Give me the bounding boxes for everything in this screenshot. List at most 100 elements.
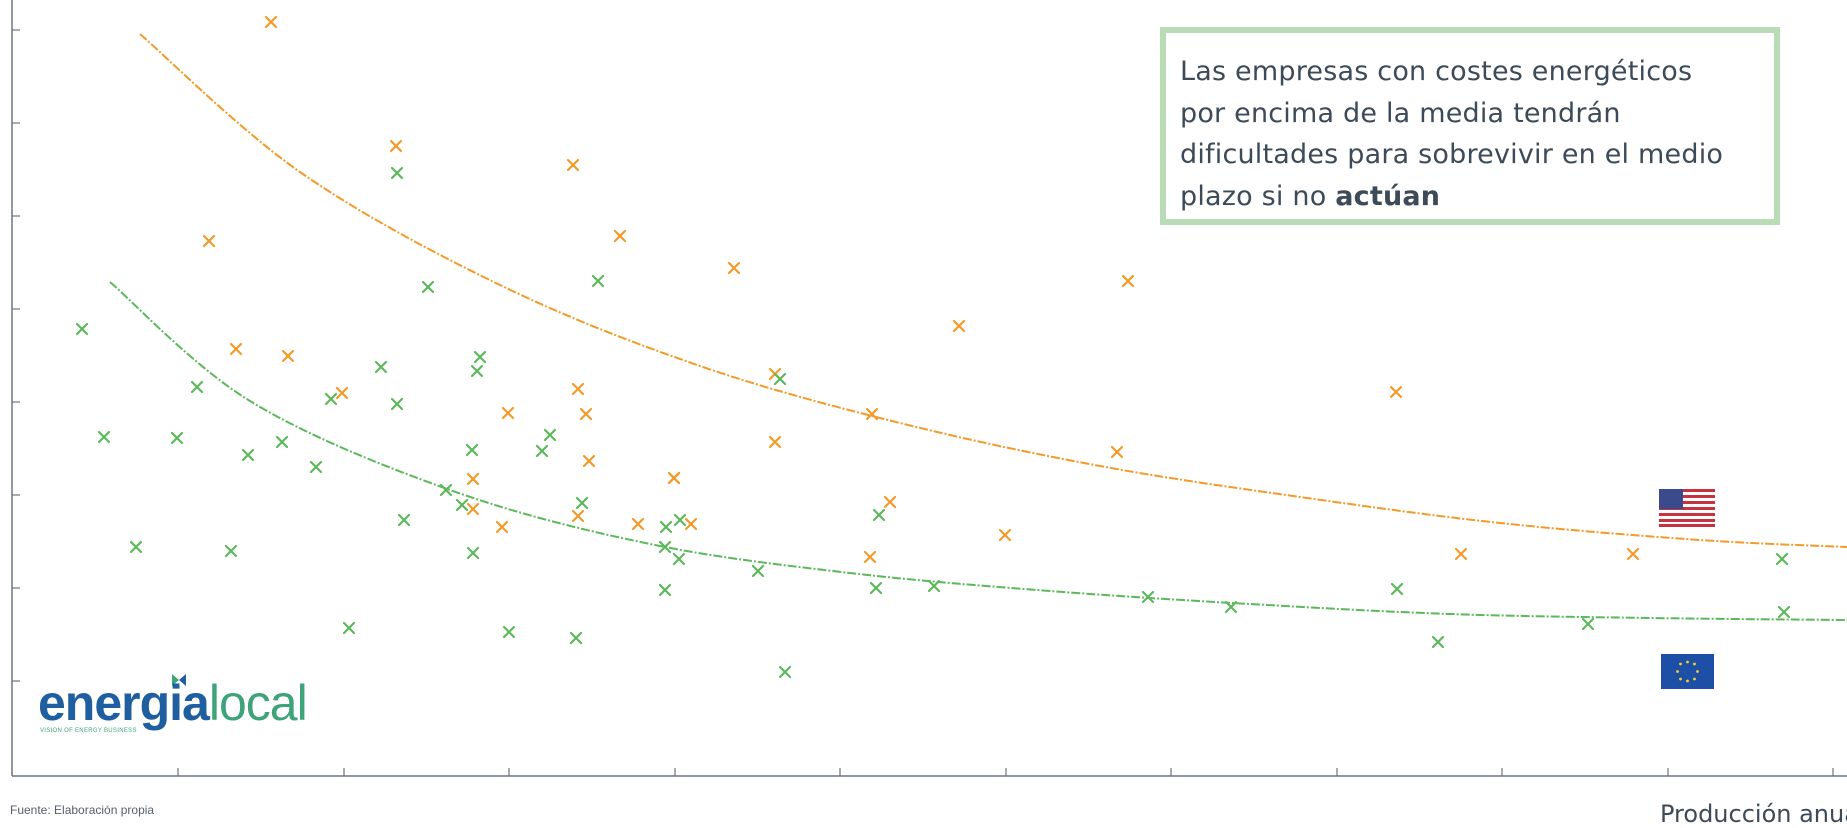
point-series-2 — [224, 544, 238, 558]
callout-box: Las empresas con costes energéticos por … — [1160, 27, 1780, 225]
logo-wordmark: energialocal — [38, 675, 308, 731]
point-series-2 — [397, 513, 411, 527]
point-series-1 — [631, 517, 645, 531]
point-series-2 — [1775, 552, 1789, 566]
point-series-2 — [439, 483, 453, 497]
point-series-2 — [659, 520, 673, 534]
point-series-2 — [342, 621, 356, 635]
trend-line-1 — [139, 33, 1847, 548]
point-series-2 — [421, 280, 435, 294]
point-series-2 — [1777, 605, 1791, 619]
point-series-2 — [591, 274, 605, 288]
point-series-2 — [390, 166, 404, 180]
eu-flag-icon — [1661, 654, 1714, 689]
point-series-2 — [324, 392, 338, 406]
point-series-2 — [190, 380, 204, 394]
point-series-1 — [1121, 274, 1135, 288]
point-series-2 — [658, 583, 672, 597]
trend-line-2 — [109, 281, 1847, 621]
point-series-2 — [872, 508, 886, 522]
logo-part-2: local — [208, 675, 308, 731]
point-series-1 — [571, 509, 585, 523]
point-series-2 — [751, 564, 765, 578]
point-series-1 — [865, 407, 879, 421]
callout-line-3: dificultades para sobrevivir en el medio — [1180, 139, 1724, 170]
point-series-2 — [75, 322, 89, 336]
point-series-1 — [727, 261, 741, 275]
point-series-2 — [672, 552, 686, 566]
x-axis-label: Producción anua — [1660, 800, 1847, 828]
point-series-1 — [883, 495, 897, 509]
point-series-2 — [502, 625, 516, 639]
callout-line-1: Las empresas con costes energéticos — [1180, 56, 1693, 87]
point-series-2 — [673, 513, 687, 527]
point-series-1 — [495, 520, 509, 534]
point-series-2 — [569, 631, 583, 645]
point-series-2 — [241, 448, 255, 462]
callout-line-4: plazo si no — [1180, 180, 1336, 212]
point-series-1 — [335, 386, 349, 400]
point-series-1 — [684, 517, 698, 531]
energialocal-logo: energialocal VISION OF ENERGY BUSINESS — [38, 672, 318, 738]
point-series-1 — [1110, 445, 1124, 459]
point-series-2 — [309, 460, 323, 474]
point-series-2 — [1431, 635, 1445, 649]
point-series-1 — [466, 502, 480, 516]
point-series-1 — [863, 550, 877, 564]
point-series-1 — [566, 158, 580, 172]
point-series-2 — [1390, 582, 1404, 596]
point-series-1 — [202, 234, 216, 248]
point-series-2 — [1224, 600, 1238, 614]
point-series-1 — [466, 472, 480, 486]
point-series-1 — [582, 454, 596, 468]
callout-emphasis: actúan — [1335, 180, 1441, 212]
point-series-2 — [129, 540, 143, 554]
point-series-1 — [1626, 547, 1640, 561]
source-note: Fuente: Elaboración propia — [10, 803, 155, 817]
point-series-1 — [501, 406, 515, 420]
point-series-1 — [998, 528, 1012, 542]
point-series-2 — [275, 435, 289, 449]
callout-text: Las empresas con costes energéticos por … — [1180, 51, 1760, 217]
point-series-1 — [229, 342, 243, 356]
point-series-1 — [768, 435, 782, 449]
logo-mark-icon — [172, 674, 186, 686]
callout-line-2: por encima de la media tendrán — [1180, 97, 1621, 129]
point-series-2 — [869, 581, 883, 595]
point-series-2 — [535, 444, 549, 458]
point-series-1 — [571, 382, 585, 396]
axes — [11, 0, 1847, 777]
point-series-2 — [773, 372, 787, 386]
point-series-2 — [374, 360, 388, 374]
point-series-2 — [470, 364, 484, 378]
trend-lines — [109, 33, 1847, 621]
point-series-2 — [97, 430, 111, 444]
point-series-1 — [389, 139, 403, 153]
logo-part-1: energia — [38, 675, 210, 731]
us-flag-icon — [1659, 489, 1715, 527]
point-series-2 — [390, 397, 404, 411]
data-points — [75, 15, 1791, 679]
point-series-2 — [466, 546, 480, 560]
point-series-2 — [465, 443, 479, 457]
point-series-1 — [264, 15, 278, 29]
point-series-1 — [667, 471, 681, 485]
point-series-1 — [1389, 385, 1403, 399]
point-series-1 — [281, 349, 295, 363]
point-series-1 — [613, 229, 627, 243]
point-series-2 — [575, 496, 589, 510]
point-series-1 — [952, 319, 966, 333]
point-series-2 — [778, 665, 792, 679]
point-series-2 — [927, 579, 941, 593]
point-series-1 — [579, 407, 593, 421]
point-series-2 — [473, 350, 487, 364]
point-series-2 — [658, 540, 672, 554]
point-series-2 — [1581, 617, 1595, 631]
point-series-2 — [543, 428, 557, 442]
point-series-2 — [1141, 590, 1155, 604]
point-series-2 — [455, 498, 469, 512]
point-series-1 — [1454, 547, 1468, 561]
logo-tagline: VISION OF ENERGY BUSINESS — [40, 728, 137, 734]
point-series-2 — [170, 431, 184, 445]
